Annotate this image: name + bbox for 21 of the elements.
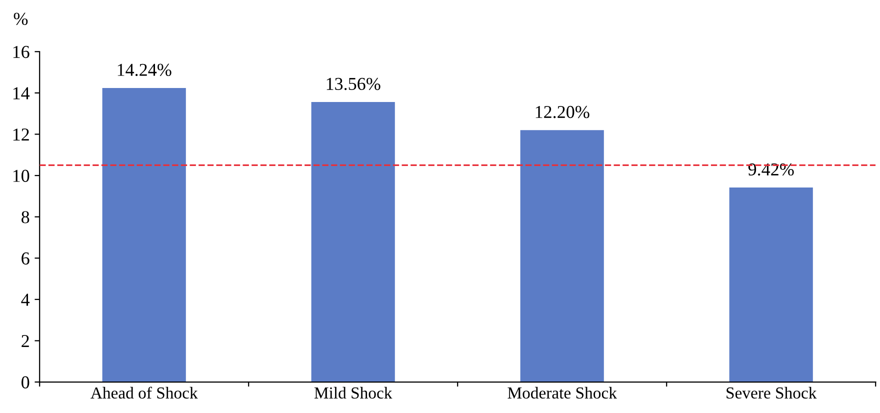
x-tick-label: Mild Shock — [314, 386, 392, 399]
x-tick-label: Ahead of Shock — [90, 386, 198, 399]
y-tick-label: 8 — [22, 211, 30, 224]
y-tick-label: 14 — [13, 87, 30, 100]
y-tick-label: 12 — [13, 128, 29, 140]
bar — [520, 130, 604, 382]
y-tick-label: 4 — [21, 294, 30, 306]
y-tick-label: 0 — [22, 376, 30, 388]
data-label: 12.20% — [536, 106, 590, 118]
bar — [102, 88, 186, 382]
x-tick-label: Severe Shock — [726, 386, 817, 399]
bar — [311, 102, 395, 382]
data-label: 14.24% — [118, 64, 172, 76]
y-axis-title: % — [14, 12, 28, 26]
data-label: 13.56% — [326, 78, 380, 90]
bar — [729, 188, 813, 382]
y-tick-label: 2 — [22, 335, 29, 347]
y-tick-label: 6 — [22, 252, 30, 265]
x-tick-label: Moderate Shock — [508, 386, 617, 399]
y-tick-label: 10 — [13, 170, 30, 182]
y-tick-label: 16 — [13, 46, 30, 58]
